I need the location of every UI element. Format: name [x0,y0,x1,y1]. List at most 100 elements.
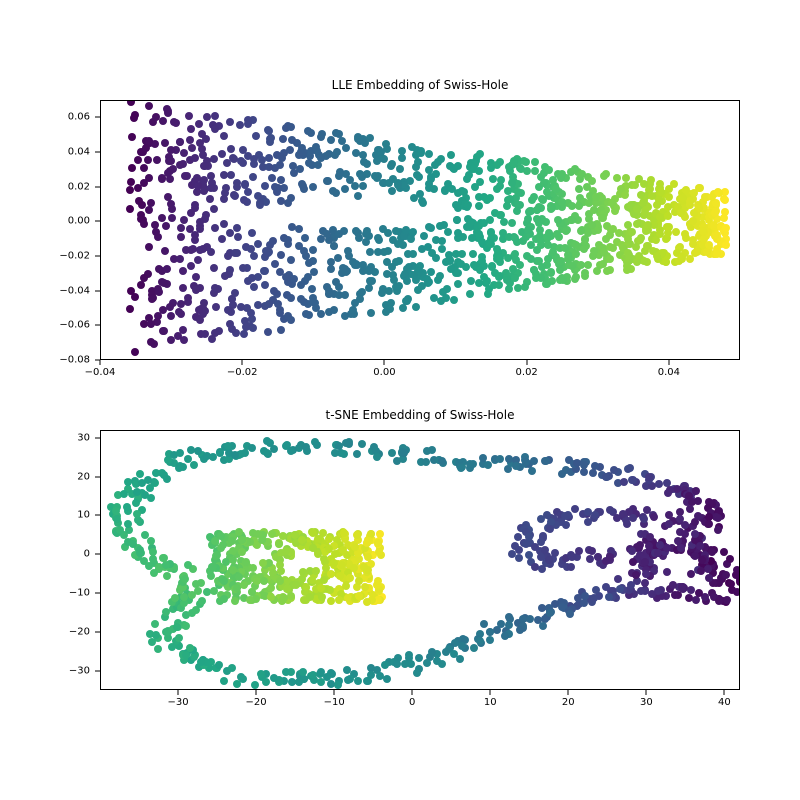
scatter-point [415,173,423,181]
scatter-point [298,536,306,544]
scatter-point [318,593,326,601]
scatter-point [191,154,199,162]
y-tick-label: −10 [69,587,90,598]
scatter-point [633,205,641,213]
scatter-point [313,441,321,449]
y-tick-label: 0 [84,549,90,560]
scatter-point [149,548,157,556]
scatter-point [547,518,555,526]
scatter-point [240,581,248,589]
scatter-point [305,259,313,267]
scatter-point [248,274,256,282]
scatter-point [476,150,484,158]
scatter-point [540,179,548,187]
scatter-point [656,213,664,221]
scatter-point [134,184,142,192]
scatter-point [317,678,325,686]
scatter-point [148,295,156,303]
scatter-point [512,256,520,264]
scatter-point [663,568,671,576]
scatter-point [387,162,395,170]
scatter-point [158,214,166,222]
scatter-point [732,571,740,579]
scatter-point [286,146,294,154]
scatter-point [129,540,137,548]
scatter-point [359,182,367,190]
scatter-point [653,252,661,260]
scatter-point [423,447,431,455]
scatter-point [140,274,148,282]
scatter-point [538,565,546,573]
scatter-point [228,537,236,545]
scatter-point [187,262,195,270]
scatter-point [689,217,697,225]
scatter-point [423,659,431,667]
scatter-point [705,520,713,528]
scatter-point [144,156,152,164]
scatter-point [180,593,188,601]
scatter-point [632,243,640,251]
scatter-point [509,265,517,273]
scatter-point [428,648,436,656]
scatter-point [363,677,371,685]
scatter-point [432,236,440,244]
scatter-point [158,175,166,183]
y-tick-label: 0.02 [68,181,90,192]
scatter-point [453,216,461,224]
scatter-point [374,234,382,242]
scatter-point [287,194,295,202]
scatter-point [629,514,637,522]
scatter-point [176,255,184,263]
scatter-point [288,223,296,231]
scatter-point [352,227,360,235]
scatter-point [401,270,409,278]
scatter-point [247,309,255,317]
scatter-point [503,276,511,284]
scatter-point [160,554,168,562]
scatter-point [578,170,586,178]
scatter-point [270,674,278,682]
scatter-point [229,556,237,564]
scatter-point [238,536,246,544]
scatter-point [352,260,360,268]
scatter-point [163,572,171,580]
scatter-point [238,548,246,556]
scatter-point [602,473,610,481]
x-tick-label: 10 [484,697,497,708]
scatter-point [198,597,206,605]
scatter-point [239,675,247,683]
scatter-point [665,223,673,231]
scatter-point [527,241,535,249]
scatter-point [689,240,697,248]
scatter-point [277,197,285,205]
scatter-point [371,172,379,180]
scatter-point [248,444,256,452]
scatter-point [160,279,168,287]
scatter-point [164,169,172,177]
scatter-point [527,255,535,263]
scatter-point [133,488,141,496]
scatter-point [636,236,644,244]
scatter-point [335,172,343,180]
scatter-point [471,183,479,191]
x-tick-label: 0.04 [658,367,680,378]
scatter-point [194,587,202,595]
scatter-point [687,570,695,578]
scatter-point [353,450,361,458]
scatter-point [363,160,371,168]
scatter-point [240,196,248,204]
scatter-point [515,554,523,562]
scatter-point [213,551,221,559]
scatter-point [227,171,235,179]
scatter-point [712,513,720,521]
scatter-point [479,454,487,462]
scatter-point [126,305,134,313]
scatter-point [588,221,596,229]
scatter-point [354,192,362,200]
scatter-point [174,332,182,340]
scatter-point [344,676,352,684]
scatter-point [137,281,145,289]
scatter-point [433,657,441,665]
scatter-point [580,245,588,253]
scatter-point [113,515,121,523]
